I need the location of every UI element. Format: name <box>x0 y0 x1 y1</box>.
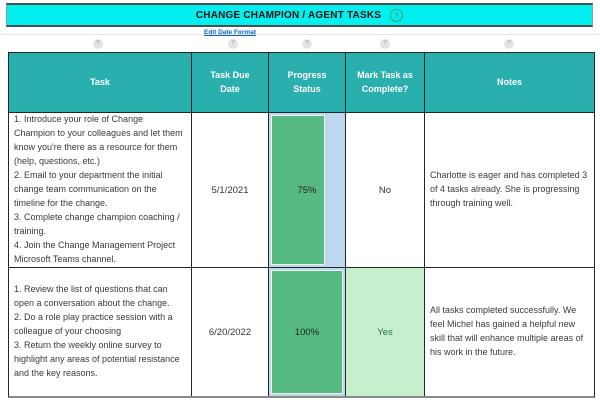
due-date-cell-row2[interactable]: 6/20/2022 <box>192 268 269 396</box>
edit-date-format-link[interactable]: Edit Date Format <box>203 29 256 36</box>
page-title: CHANGE CHAMPION / AGENT TASKS <box>195 9 382 21</box>
complete-cell-row1[interactable]: No <box>346 113 425 268</box>
progress-bar <box>271 115 325 265</box>
progress-label: 100% <box>294 326 320 338</box>
column-help-icon-due-date[interactable]: ? <box>228 39 238 49</box>
help-icon[interactable]: ? <box>390 8 404 22</box>
task-cell-row2[interactable]: 1. Review the list of questions that can… <box>9 268 192 396</box>
complete-cell-row2[interactable]: Yes <box>346 268 425 396</box>
progress-cell-row1[interactable]: 75% <box>269 113 346 268</box>
task-text: 1. Introduce your role of Change Champio… <box>14 114 183 264</box>
column-header-mark-complete: Mark Task as Complete? <box>346 53 425 113</box>
notes-text: All tasks completed successfully. We fee… <box>430 305 584 357</box>
column-header-due-date: Task Due Date <box>192 53 269 113</box>
gridline <box>0 34 600 35</box>
column-header-notes: Notes <box>425 53 594 113</box>
column-header-task: Task <box>9 53 192 113</box>
progress-cell-row2[interactable]: 100% <box>269 268 346 396</box>
column-help-icon-task[interactable]: ? <box>93 39 103 49</box>
title-banner: CHANGE CHAMPION / AGENT TASKS ? <box>6 3 593 27</box>
notes-cell-row1[interactable]: Charlotte is eager and has completed 3 o… <box>425 113 594 268</box>
task-text: 1. Review the list of questions that can… <box>14 284 180 378</box>
column-help-icon-complete[interactable]: ? <box>380 39 390 49</box>
column-help-icon-progress[interactable]: ? <box>302 39 312 49</box>
progress-label: 75% <box>297 184 317 196</box>
tasks-table: Task Task Due Date Progress Status Mark … <box>8 52 595 398</box>
column-help-icon-notes[interactable]: ? <box>504 39 514 49</box>
notes-cell-row2[interactable]: All tasks completed successfully. We fee… <box>425 268 594 396</box>
column-header-progress-status: Progress Status <box>269 53 346 113</box>
notes-text: Charlotte is eager and has completed 3 o… <box>430 170 588 208</box>
progress-bar <box>271 270 343 394</box>
due-date-cell-row1[interactable]: 5/1/2021 <box>192 113 269 268</box>
task-cell-row1[interactable]: 1. Introduce your role of Change Champio… <box>9 113 192 268</box>
